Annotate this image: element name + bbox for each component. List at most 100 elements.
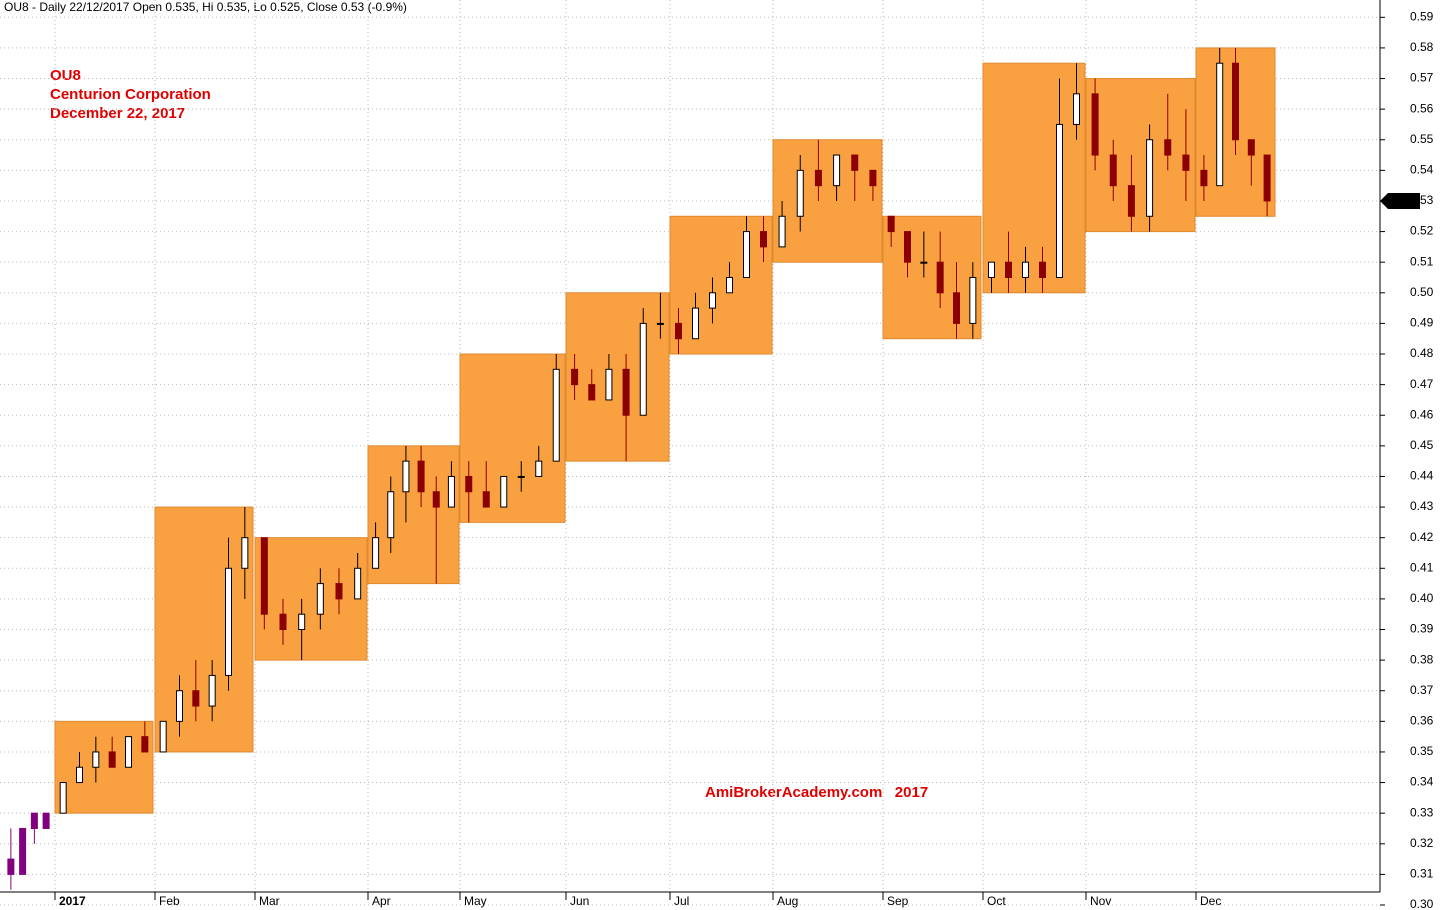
candle-body — [760, 231, 767, 248]
candle-body — [1039, 261, 1046, 278]
candle-body — [1263, 154, 1271, 202]
last-price-label: 0.53 — [1392, 193, 1416, 207]
month-range-box — [54, 720, 154, 814]
y-tick-label: 0.34 — [1410, 775, 1434, 789]
candle-body — [279, 613, 287, 631]
y-tick-label: 0.32 — [1410, 836, 1434, 850]
last-price-marker — [1380, 192, 1420, 209]
y-tick-label: 0.37 — [1410, 683, 1434, 697]
candle-body — [1091, 93, 1099, 156]
annotation: December 22, 2017 — [50, 105, 185, 122]
candle-body — [335, 583, 343, 600]
y-tick-label: 0.57 — [1410, 71, 1434, 85]
candle-body — [605, 368, 613, 401]
y-tick-label: 0.39 — [1410, 622, 1434, 636]
candle-body — [1200, 169, 1208, 187]
candle-body — [30, 812, 38, 829]
candle-body — [241, 537, 249, 569]
candle-body — [42, 812, 50, 829]
candle-body — [387, 491, 395, 539]
candle-body — [833, 154, 841, 187]
y-tick-label: 0.46 — [1410, 407, 1434, 421]
candle-body — [298, 613, 306, 631]
candle-body — [1146, 139, 1154, 217]
x-tick-label: Apr — [372, 894, 391, 908]
y-tick-label: 0.45 — [1410, 438, 1434, 452]
y-tick-label: 0.48 — [1410, 346, 1434, 360]
candle-body — [1182, 154, 1190, 171]
candle-body — [1164, 139, 1172, 156]
candle-body — [552, 368, 560, 462]
candle-body — [447, 475, 455, 508]
candle-body — [192, 690, 200, 707]
candle-body — [159, 720, 167, 753]
candle-body — [1073, 93, 1080, 125]
y-tick-label: 0.50 — [1410, 285, 1434, 299]
candle-body — [76, 766, 83, 784]
y-tick-label: 0.36 — [1410, 714, 1434, 728]
candle-body — [316, 583, 324, 615]
chart-title: OU8 - Daily 22/12/2017 Open 0.535, Hi 0.… — [4, 0, 407, 14]
candle-body — [7, 858, 15, 875]
x-tick-label: Feb — [159, 894, 180, 908]
month-range-box — [882, 215, 982, 340]
candle-body — [1022, 261, 1029, 278]
month-range-box — [982, 62, 1086, 294]
candle-body — [904, 231, 911, 263]
y-tick-label: 0.41 — [1410, 560, 1434, 574]
candle-body — [1005, 261, 1012, 278]
y-tick-label: 0.56 — [1410, 101, 1434, 115]
y-tick-label: 0.55 — [1410, 132, 1434, 146]
candle-body — [743, 231, 750, 278]
x-tick-label: Jun — [570, 894, 589, 908]
candle-body — [517, 475, 525, 478]
candle-body — [622, 368, 630, 416]
candle-body — [482, 491, 490, 508]
y-tick-label: 0.43 — [1410, 499, 1434, 513]
x-tick-label: 2017 — [59, 894, 86, 908]
candle-body — [887, 215, 895, 233]
candle-body — [92, 751, 100, 768]
candle-body — [535, 460, 543, 477]
x-tick-label: May — [464, 894, 487, 908]
month-range-box — [367, 445, 460, 585]
candle-body — [726, 276, 733, 294]
candle-body — [1216, 62, 1224, 187]
candle-body — [1232, 62, 1239, 141]
x-tick-label: Oct — [987, 894, 1006, 908]
y-tick-label: 0.31 — [1410, 867, 1434, 881]
candle-body — [692, 307, 699, 340]
month-range-box — [459, 353, 566, 523]
candle-body — [500, 475, 508, 508]
y-tick-label: 0.30 — [1410, 897, 1434, 910]
y-tick-label: 0.54 — [1410, 163, 1434, 177]
x-tick-label: Aug — [777, 894, 798, 908]
candle-body — [920, 261, 928, 264]
watermark: AmiBrokerAcademy.com 2017 — [705, 784, 928, 801]
candle-body — [402, 460, 410, 493]
y-tick-label: 0.59 — [1410, 9, 1434, 23]
candle-body — [969, 276, 977, 324]
y-tick-label: 0.44 — [1410, 469, 1434, 483]
candle-body — [1247, 139, 1255, 156]
month-range-box — [254, 537, 368, 661]
candle-body — [225, 567, 232, 676]
month-range-box — [772, 139, 883, 263]
candle-body — [1056, 123, 1063, 278]
candle-body — [656, 322, 664, 325]
month-range-box — [669, 215, 773, 355]
candle-body — [953, 292, 960, 324]
x-tick-label: Dec — [1200, 894, 1221, 908]
candle-body — [869, 169, 877, 187]
annotation: OU8 — [50, 67, 81, 84]
y-tick-label: 0.52 — [1410, 224, 1434, 238]
candle-body — [141, 736, 149, 753]
candle-body — [208, 674, 216, 707]
candle-body — [639, 322, 647, 416]
y-tick-label: 0.33 — [1410, 805, 1434, 819]
y-tick-label: 0.47 — [1410, 377, 1434, 391]
candle-body — [59, 782, 67, 814]
candle-body — [814, 169, 822, 187]
y-tick-label: 0.42 — [1410, 530, 1434, 544]
